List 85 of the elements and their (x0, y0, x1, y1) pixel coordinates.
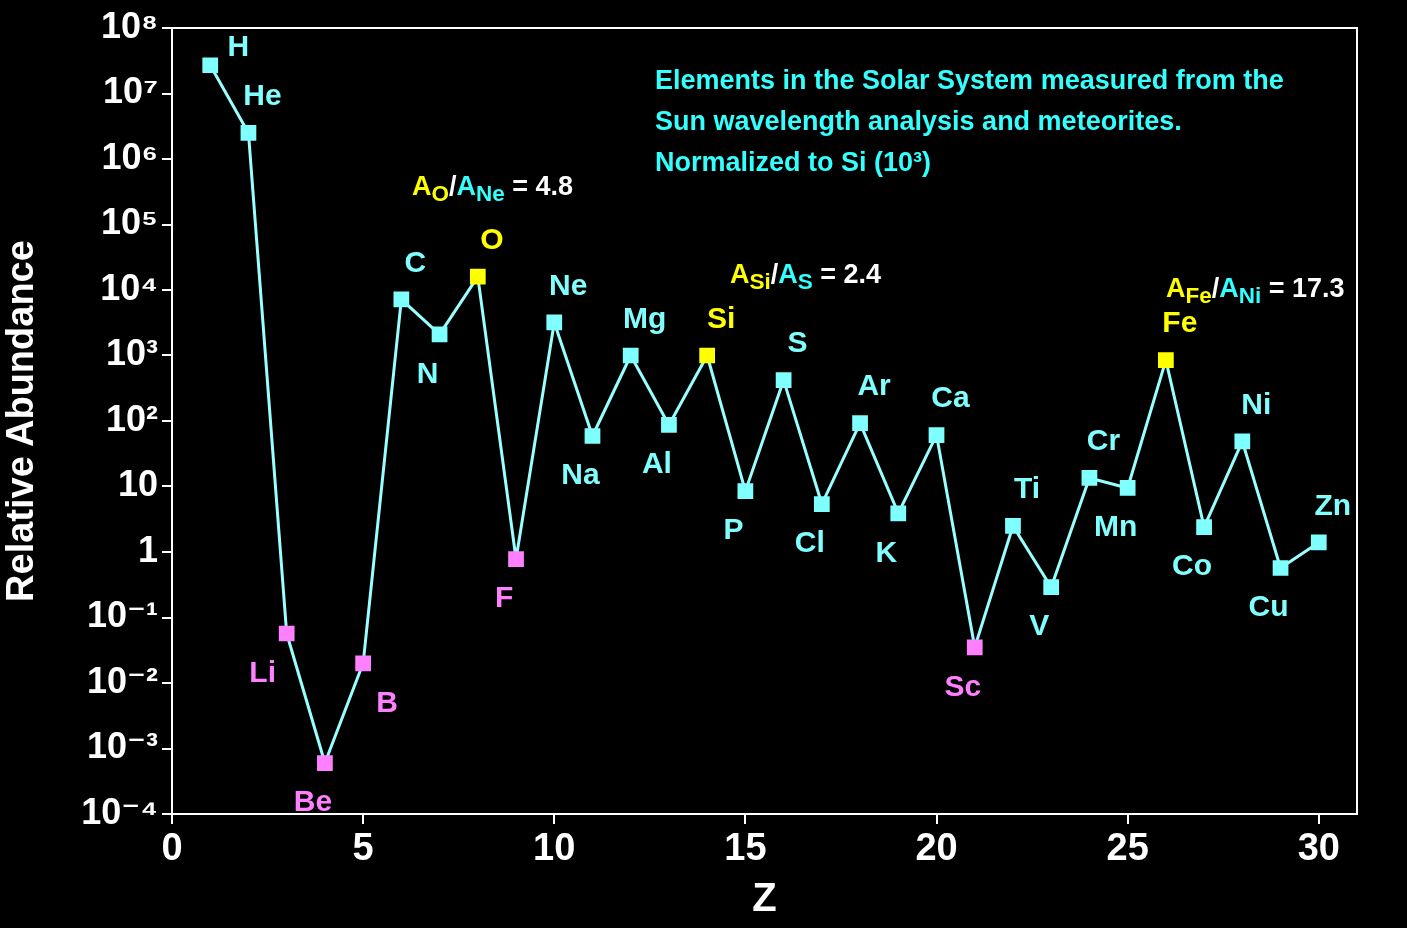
point (508, 551, 524, 567)
point (469, 268, 486, 285)
point (813, 496, 830, 512)
annotation: Cu (1248, 589, 1289, 623)
point (278, 625, 295, 642)
annotation: F (494, 580, 514, 614)
y-tick-label: 10³ (105, 332, 159, 374)
y-tick-label: 10⁴ (100, 266, 158, 308)
point (1043, 579, 1060, 596)
point (661, 417, 677, 433)
annotation: Ar (857, 368, 892, 402)
annotation: Be (293, 784, 333, 818)
annotation: Li (249, 654, 277, 688)
y-tick-label: 10⁻² (86, 659, 158, 701)
point (1234, 433, 1251, 450)
annotation: B (376, 684, 398, 718)
annotation: O (480, 221, 504, 255)
point (431, 326, 448, 343)
annotation: Na (561, 457, 600, 491)
x-axis-title: Z (752, 875, 777, 920)
annotation: Normalized to Si (10³) (655, 147, 932, 177)
annotation: Sc (944, 668, 982, 702)
annotation: Si (706, 300, 736, 334)
x-tick-label: 15 (724, 826, 767, 869)
y-tick-label: 10⁻¹ (86, 594, 158, 636)
annotation: He (243, 78, 282, 112)
point (1119, 480, 1136, 496)
annotation: Ca (931, 380, 970, 414)
annotation: V (1029, 608, 1050, 642)
y-tick-label: 10⁸ (100, 4, 158, 46)
annotation: A$_{O}$/A$_{Ne}$ = 4.8 (412, 171, 574, 207)
point (355, 655, 371, 672)
point (622, 347, 639, 364)
point (1310, 534, 1327, 551)
point (1005, 518, 1021, 534)
point (928, 427, 945, 443)
x-tick-label: 30 (1297, 826, 1340, 869)
y-tick-label: 10⁻⁴ (81, 790, 158, 832)
point (966, 639, 983, 656)
annotation: Mn (1093, 509, 1138, 543)
annotation: Ne (549, 267, 588, 301)
point (393, 291, 410, 308)
point (775, 372, 792, 389)
x-tick-label: 25 (1106, 826, 1149, 869)
y-tick-label: 10⁵ (101, 201, 158, 243)
y-tick-label: 10 (117, 463, 158, 505)
annotation: S (787, 325, 808, 359)
y-axis-title: Relative Abundance (0, 240, 42, 602)
y-tick-label: 1 (137, 528, 158, 570)
point (584, 428, 601, 444)
annotation: A$_{Si}$/A$_{S}$ = 2.4 (730, 259, 882, 295)
annotation: Al (641, 446, 672, 480)
point (546, 314, 563, 331)
point (1158, 352, 1174, 368)
y-tick-label: 10² (105, 397, 159, 439)
annotation: P (723, 512, 744, 546)
annotation: Elements in the Solar System measured from the Sun wavelength analysis and meteorites. (655, 65, 1284, 136)
annotation: Cr (1086, 423, 1121, 457)
point (240, 125, 257, 141)
annotation: Co (1172, 548, 1213, 582)
point (1196, 519, 1212, 535)
y-tick-label: 10⁻³ (86, 725, 158, 767)
x-tick-label: 0 (161, 826, 183, 869)
point (699, 347, 716, 364)
point (202, 57, 219, 74)
annotation: Zn (1314, 487, 1352, 521)
annotation: C (404, 244, 427, 278)
annotation: Cl (794, 525, 825, 559)
y-tick-label: 10⁷ (103, 70, 158, 112)
annotation: Ti (1013, 471, 1041, 505)
point (1272, 560, 1289, 576)
annotation: H (227, 29, 250, 63)
annotation: Mg (623, 300, 667, 334)
x-tick-label: 5 (352, 826, 374, 869)
annotation: Ni (1241, 386, 1272, 420)
point (317, 755, 333, 771)
x-tick-label: 20 (915, 826, 958, 869)
point (852, 415, 868, 431)
point (737, 483, 754, 499)
annotation: K (875, 534, 898, 568)
annotation: N (416, 355, 439, 389)
point (1081, 470, 1098, 486)
y-tick-label: 10⁶ (101, 135, 158, 177)
x-tick-label: 10 (533, 826, 576, 869)
point (890, 505, 907, 522)
